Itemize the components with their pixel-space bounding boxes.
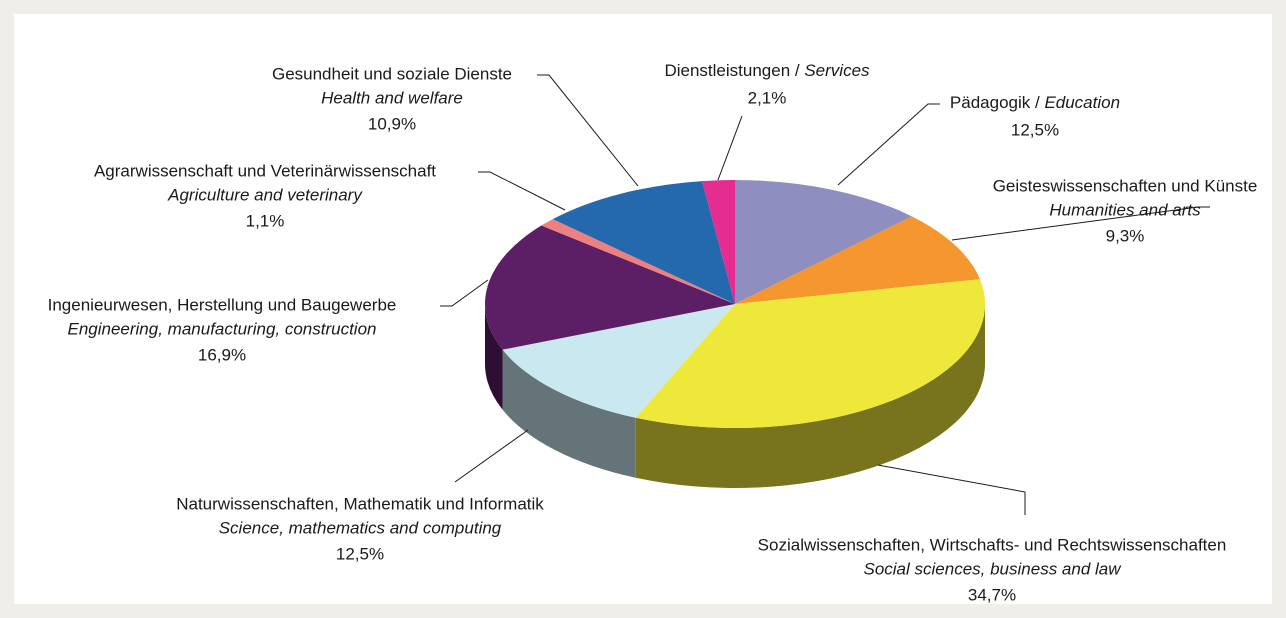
- value-label: 16,9%: [198, 345, 246, 364]
- slice: [702, 180, 735, 304]
- label-de: Ingenieurwesen, Herstellung und Baugewer…: [48, 295, 397, 314]
- label-de: Geisteswissenschaften und Künste: [993, 176, 1258, 195]
- label-en: Humanities and arts: [1049, 200, 1201, 219]
- leader-line: [537, 74, 639, 187]
- slice: [635, 279, 985, 428]
- leader-line: [478, 171, 566, 211]
- slice: [735, 216, 980, 304]
- slice: [541, 219, 735, 304]
- label-de: Sozialwissenschaften, Wirtschafts- und R…: [758, 535, 1227, 554]
- value-label: 9,3%: [1106, 226, 1145, 245]
- value-label: 2,1%: [748, 88, 787, 107]
- label-de: Agrarwissenschaft und Veterinärwissensch…: [94, 161, 436, 180]
- slice: [735, 180, 912, 304]
- value-label: 12,5%: [336, 544, 384, 563]
- label-en: Agriculture and veterinary: [167, 185, 363, 204]
- label-en: Services: [804, 61, 870, 80]
- value-label: 10,9%: [368, 114, 416, 133]
- label-de: Gesundheit und soziale Dienste: [272, 64, 512, 83]
- slice: [485, 225, 735, 350]
- leader-line: [951, 206, 1210, 241]
- slice: [502, 304, 735, 418]
- slice-side: [485, 304, 503, 410]
- label-de: Dienstleistungen /: [664, 61, 804, 80]
- label-de: Pädagogik /: [950, 93, 1045, 112]
- label-en: Education: [1044, 93, 1120, 112]
- value-label: 34,7%: [968, 585, 1016, 604]
- slice-side: [635, 304, 985, 488]
- value-label: 12,5%: [1011, 120, 1059, 139]
- slice-label: Pädagogik / Education: [950, 93, 1120, 112]
- leader-line: [877, 464, 1026, 515]
- leader-line: [440, 279, 489, 307]
- label-en: Science, mathematics and computing: [219, 518, 502, 537]
- label-en: Social sciences, business and law: [863, 559, 1122, 578]
- leader-line: [454, 429, 529, 483]
- slice-label: Dienstleistungen / Services: [664, 61, 870, 80]
- label-en: Engineering, manufacturing, construction: [67, 319, 376, 338]
- value-label: 1,1%: [246, 211, 285, 230]
- slice: [552, 181, 735, 304]
- label-de: Naturwissenschaften, Mathematik und Info…: [176, 494, 544, 513]
- slice-side: [502, 349, 636, 478]
- leader-line: [837, 103, 940, 186]
- label-en: Health and welfare: [321, 88, 463, 107]
- leader-line: [717, 115, 743, 181]
